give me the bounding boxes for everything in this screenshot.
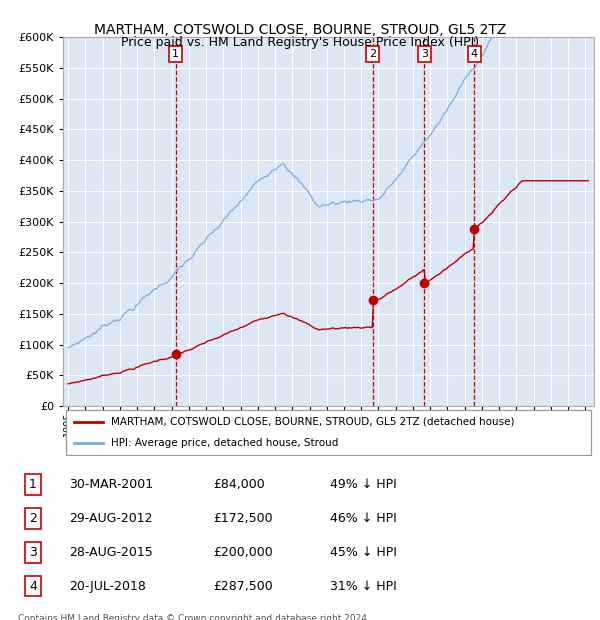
- Text: £200,000: £200,000: [213, 546, 273, 559]
- Text: MARTHAM, COTSWOLD CLOSE, BOURNE, STROUD, GL5 2TZ (detached house): MARTHAM, COTSWOLD CLOSE, BOURNE, STROUD,…: [111, 417, 514, 427]
- Text: 1: 1: [29, 478, 37, 491]
- Text: 20-JUL-2018: 20-JUL-2018: [69, 580, 146, 593]
- Text: 4: 4: [470, 49, 478, 59]
- Text: 2: 2: [369, 49, 376, 59]
- Text: MARTHAM, COTSWOLD CLOSE, BOURNE, STROUD, GL5 2TZ: MARTHAM, COTSWOLD CLOSE, BOURNE, STROUD,…: [94, 23, 506, 37]
- Text: 4: 4: [29, 580, 37, 593]
- Text: HPI: Average price, detached house, Stroud: HPI: Average price, detached house, Stro…: [111, 438, 338, 448]
- Text: 28-AUG-2015: 28-AUG-2015: [69, 546, 153, 559]
- Text: 49% ↓ HPI: 49% ↓ HPI: [330, 478, 397, 491]
- Text: 30-MAR-2001: 30-MAR-2001: [69, 478, 153, 491]
- Text: 3: 3: [29, 546, 37, 559]
- Text: £172,500: £172,500: [213, 512, 272, 525]
- Text: 31% ↓ HPI: 31% ↓ HPI: [330, 580, 397, 593]
- Text: 3: 3: [421, 49, 428, 59]
- Text: 29-AUG-2012: 29-AUG-2012: [69, 512, 152, 525]
- FancyBboxPatch shape: [65, 410, 592, 455]
- Text: £84,000: £84,000: [213, 478, 265, 491]
- Text: 46% ↓ HPI: 46% ↓ HPI: [330, 512, 397, 525]
- Text: 2: 2: [29, 512, 37, 525]
- Text: Contains HM Land Registry data © Crown copyright and database right 2024.
This d: Contains HM Land Registry data © Crown c…: [18, 614, 370, 620]
- Text: 45% ↓ HPI: 45% ↓ HPI: [330, 546, 397, 559]
- Text: Price paid vs. HM Land Registry's House Price Index (HPI): Price paid vs. HM Land Registry's House …: [121, 36, 479, 49]
- Text: £287,500: £287,500: [213, 580, 273, 593]
- Text: 1: 1: [172, 49, 179, 59]
